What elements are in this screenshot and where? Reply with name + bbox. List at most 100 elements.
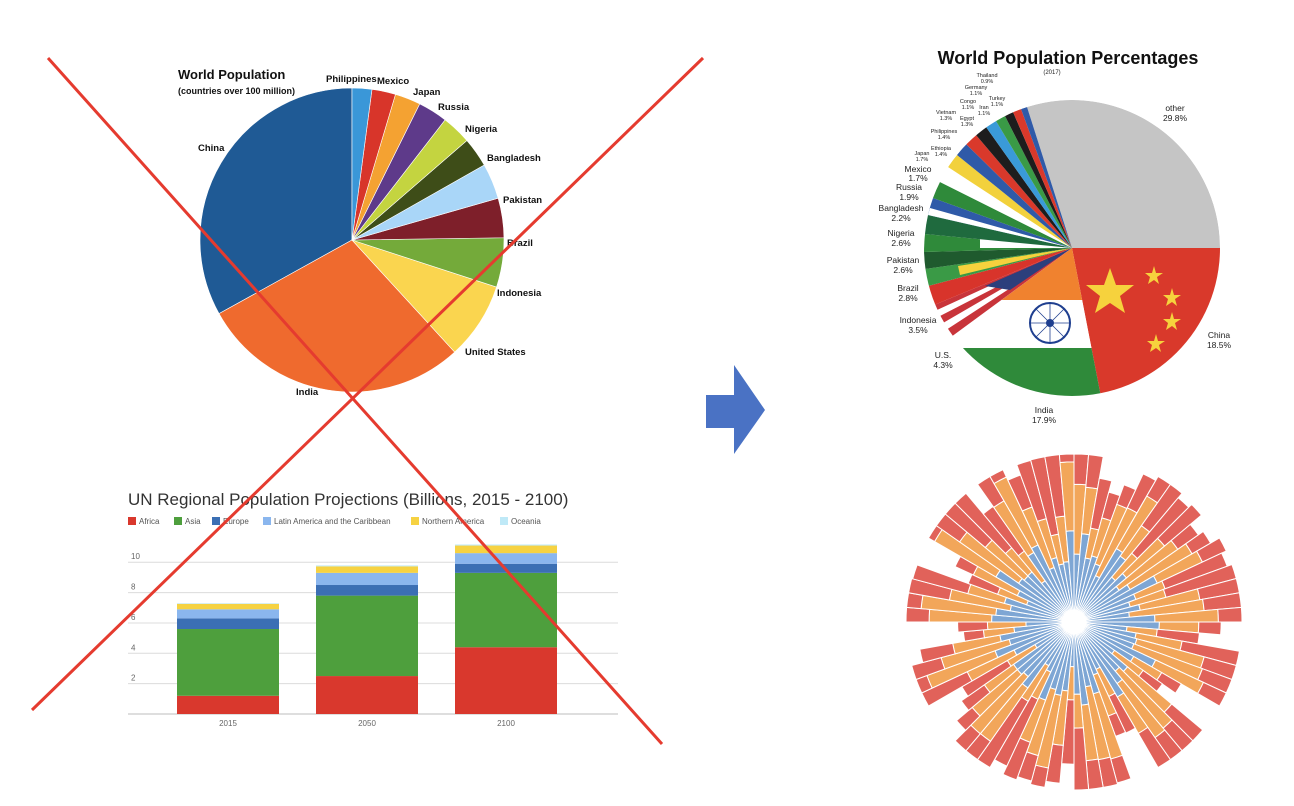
wp-label-pakistan: Pakistan 2.6% [887,255,920,275]
wp-label-germany: Germany 1.1% [965,85,988,97]
bar-chart-legend: Africa Asia Europe Latin America and the Ca… [128,517,541,526]
radial-bar-outer [1197,681,1227,707]
bar-2100-africa [455,647,557,714]
bar-2100-asia [455,572,557,648]
bar-2050-asia [316,595,418,677]
y-tick-label: 8 [131,583,136,592]
wp-labels: other 29.8% China 18.5% India 17.9% U.S. 4.3… [879,73,1232,425]
bar-2050-africa [316,676,418,714]
wp-slice-russia [928,198,1072,248]
wp-label-brazil: Brazil 2.8% [897,283,918,303]
un-projections-bar-chart: UN Regional Population Projections (Bill… [128,490,618,728]
legend-swatch-africa [128,517,136,525]
wp-label-turkey: Turkey 1.1% [989,96,1006,108]
radial-bar-outer [1002,737,1031,781]
legend-label-latin-america-and-the-caribbean: Latin America and the Caribbean [274,517,391,526]
x-tick-label: 2015 [219,719,237,728]
legend-swatch-europe [212,517,220,525]
radial-bar-outer [1156,671,1182,694]
legend-label-oceania: Oceania [511,517,541,526]
wp-label-indonesia: Indonesia 3.5% [900,315,937,335]
wp-label-china: China 18.5% [1207,330,1232,350]
wp-label-india: India 17.9% [1032,405,1057,425]
cross-line-2 [30,56,705,712]
radial-bar-outer [1029,764,1049,788]
bar-chart-x-ticks: 2015 2050 2100 [219,719,515,728]
radial-bar-outer [1197,621,1222,636]
wp-slice-vietnam [966,135,1072,248]
pie1-label-united-states: United States [465,347,526,358]
pie1-slice-philippines [351,87,373,241]
bar-2100-oceania [455,544,557,546]
legend-swatch-oceania [500,517,508,525]
legend-swatch-northern-america [411,517,419,525]
wp-slice-us [934,248,1072,337]
world-population-pie-chart: World Population (countries over 100 mil… [178,67,542,398]
pie1-label-china: China [198,143,225,154]
radial-bar-outer [1058,453,1075,464]
radial-center-hole [1062,610,1086,634]
wp-slice-egypt [976,127,1072,248]
bar-2100-northern-america [455,545,557,554]
y-tick-label: 2 [131,674,136,683]
wp-slice-indonesia [928,248,1072,305]
wp-label-egypt: Egypt 1.3% [960,116,975,128]
pie1-label-philippines: Philippines [326,74,377,85]
pie1-label-pakistan: Pakistan [503,195,542,206]
pie1-subtitle: (countries over 100 million) [178,86,295,96]
legend-label-asia: Asia [185,517,201,526]
bar-2015-asia [177,629,279,696]
wp-slice-japan [940,167,1072,248]
radial-bar-outer [1156,503,1203,547]
legend-swatch-asia [174,517,182,525]
bar-2050-northern-america [316,566,418,573]
bar-2050-latin-america-and-the-caribbean [316,572,418,586]
radial-bar-outer [905,606,931,623]
bar-2015-oceania [177,603,279,604]
x-tick-label: 2100 [497,719,515,728]
pie1-labels: China India United States Indonesia Braz… [198,74,542,398]
legend-swatch-latin-america-and-the-caribbean [263,517,271,525]
radial-bar-outer [1090,477,1113,531]
pie1-label-india: India [296,387,319,398]
y-tick-label: 4 [131,643,136,652]
bar-2050-europe [316,585,418,596]
radial-stacked-bar-chart [905,453,1243,791]
radial-bar-outer [1140,483,1183,533]
pie1-label-russia: Russia [438,102,470,113]
wp-slice-pakistan [924,248,1072,269]
wp-label-russia: Russia 1.9% [896,182,922,202]
crossed-out-mark [30,56,705,746]
wp-slice-mexico [933,182,1072,248]
wp-slice-congo [986,121,1072,248]
wp-year: (2017) [1043,70,1060,76]
wp-label-philippines: Philippines 1.4% [931,129,958,141]
radial-bar-outer [919,642,956,664]
pie1-label-brazil: Brazil [507,238,533,249]
y-tick-label: 6 [131,613,136,622]
wp-label-thailand: Thailand 0.9% [976,73,997,85]
legend-label-europe: Europe [223,517,249,526]
wp-slice-other [1027,100,1220,248]
wp-slice-thailand [1021,107,1072,248]
wp-title: World Population Percentages [938,48,1199,68]
wp-slices [924,100,1220,396]
pie1-label-indonesia: Indonesia [497,288,542,299]
wp-slice-germany [1005,112,1072,248]
bar-2050-oceania [316,565,418,567]
radial-bar-outer [954,492,1013,555]
pie1-label-bangladesh: Bangladesh [487,153,541,164]
legend-label-africa: Africa [139,517,160,526]
right-arrow-icon [706,365,765,454]
wp-label-japan: Japan 1.7% [915,151,930,163]
radial-bar-outer [1137,726,1172,769]
bar-2015-northern-america [177,603,279,610]
radial-bar-outer [912,564,972,595]
wp-label-bangladesh: Bangladesh 2.2% [879,203,924,223]
wp-label-ethiopia: Ethiopia 1.4% [931,146,952,158]
world-population-percentages-pie: World Population Percentages (2017) [879,48,1232,425]
wp-slice-iran [996,116,1072,248]
radial-bar-outer [1196,537,1227,563]
wp-label-vietnam: Vietnam 1.3% [936,110,956,122]
